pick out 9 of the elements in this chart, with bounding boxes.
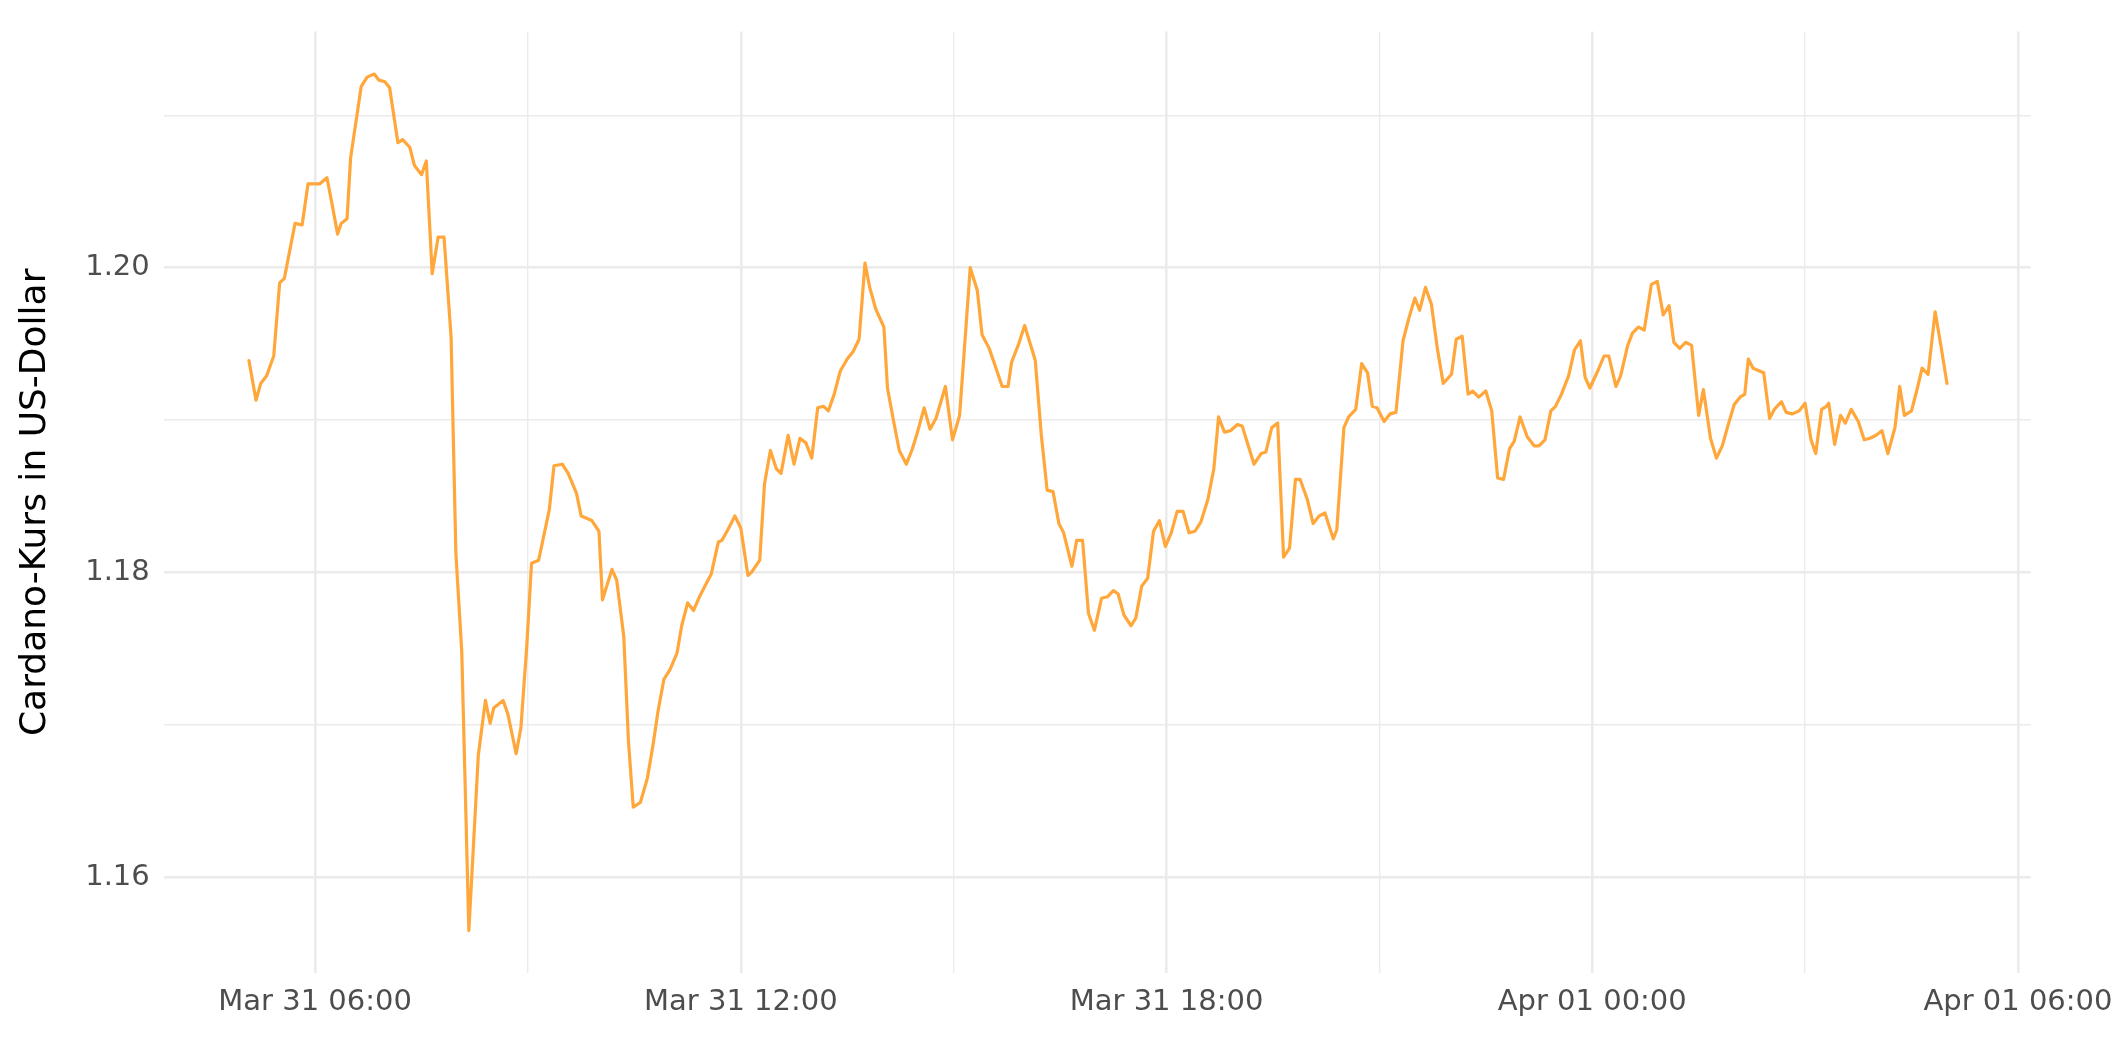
x-tick-label: Mar 31 18:00 xyxy=(1069,983,1264,1018)
y-tick-label: 1.18 xyxy=(85,552,150,587)
x-tick-label: Apr 01 06:00 xyxy=(1923,983,2113,1018)
y-axis-title: Cardano-Kurs in US-Dollar xyxy=(11,268,53,737)
y-tick-label: 1.20 xyxy=(85,248,150,283)
x-tick-label: Apr 01 00:00 xyxy=(1497,983,1687,1018)
x-tick-label: Mar 31 12:00 xyxy=(644,983,838,1018)
y-tick-label: 1.16 xyxy=(85,857,150,892)
x-tick-label: Mar 31 06:00 xyxy=(218,983,412,1018)
